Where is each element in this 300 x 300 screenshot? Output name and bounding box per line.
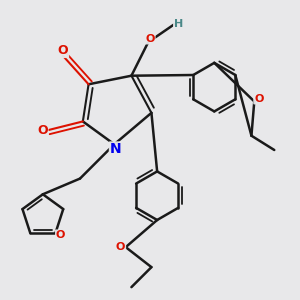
- Text: O: O: [254, 94, 263, 103]
- Text: O: O: [58, 44, 68, 57]
- Text: H: H: [174, 19, 183, 29]
- Text: O: O: [56, 230, 65, 240]
- Text: O: O: [37, 124, 48, 136]
- Text: N: N: [110, 142, 122, 156]
- Text: O: O: [145, 34, 155, 44]
- Text: O: O: [116, 242, 125, 252]
